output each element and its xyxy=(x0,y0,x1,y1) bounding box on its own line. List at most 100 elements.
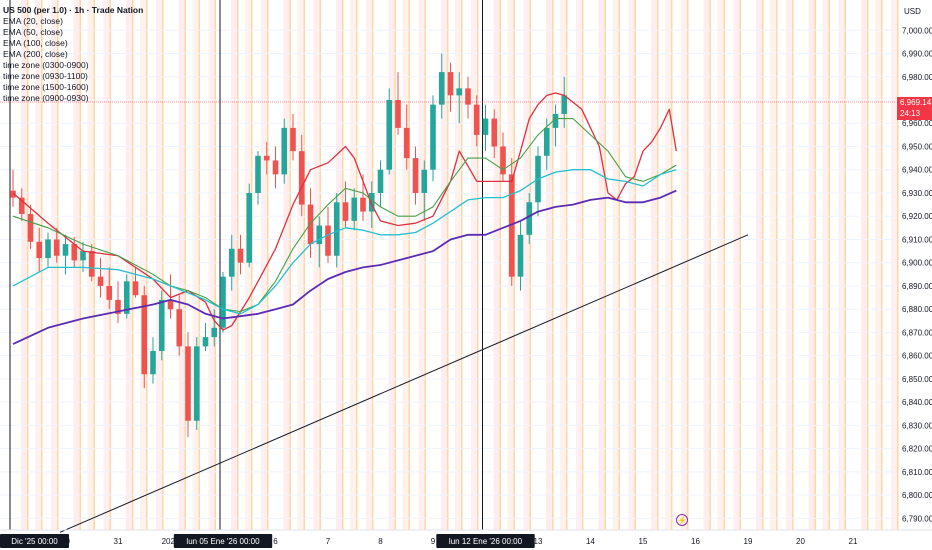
candles[interactable] xyxy=(10,53,568,438)
time-zone-band xyxy=(881,0,883,530)
candle[interactable] xyxy=(386,88,393,175)
candle[interactable] xyxy=(106,267,113,310)
legend-ema100[interactable]: EMA (100, close) xyxy=(3,38,68,48)
candle[interactable] xyxy=(185,332,191,438)
currency-label[interactable]: USD xyxy=(904,7,921,16)
price-tick-label: 6,810.00 xyxy=(902,468,932,477)
candle-body xyxy=(167,299,174,310)
candle-body xyxy=(237,248,244,263)
candle[interactable] xyxy=(10,169,16,207)
candle-body xyxy=(97,276,104,286)
candle[interactable] xyxy=(193,337,200,431)
candle[interactable] xyxy=(535,146,541,217)
legend-ema50[interactable]: EMA (50, close) xyxy=(3,27,63,37)
candle[interactable] xyxy=(438,53,445,119)
candle[interactable] xyxy=(263,141,270,175)
price-tick-label: 6,900.00 xyxy=(902,259,932,268)
legend-timezone-1500[interactable]: time zone (1500-1600) xyxy=(3,82,89,92)
candle[interactable] xyxy=(237,234,244,275)
candle[interactable] xyxy=(290,113,296,161)
candle[interactable] xyxy=(500,132,506,182)
candle[interactable] xyxy=(377,160,384,207)
candle[interactable] xyxy=(403,104,410,170)
candle-body xyxy=(325,225,331,256)
candle[interactable] xyxy=(351,188,358,231)
candle[interactable] xyxy=(202,323,209,352)
candle[interactable] xyxy=(220,272,226,333)
candle[interactable] xyxy=(412,146,419,205)
candle[interactable] xyxy=(132,267,139,298)
time-zone-band xyxy=(21,0,27,530)
candle[interactable] xyxy=(430,95,436,182)
candle[interactable] xyxy=(456,72,463,124)
time-zone-band xyxy=(604,0,606,530)
candle[interactable] xyxy=(508,158,515,286)
candle[interactable] xyxy=(421,160,428,221)
candle[interactable] xyxy=(526,192,533,245)
candle-body xyxy=(123,281,130,314)
time-zone-band xyxy=(146,0,148,530)
candle[interactable] xyxy=(272,146,279,189)
candle[interactable] xyxy=(482,104,489,152)
legend-timezone-0300[interactable]: time zone (0300-0900) xyxy=(3,60,89,70)
candle[interactable] xyxy=(228,234,235,291)
candle[interactable] xyxy=(18,188,25,221)
candle[interactable] xyxy=(316,216,323,268)
candle[interactable] xyxy=(298,134,305,217)
time-zone-band xyxy=(723,0,725,530)
candle[interactable] xyxy=(167,274,174,319)
candle[interactable] xyxy=(465,76,471,119)
candle[interactable] xyxy=(255,151,261,205)
candle[interactable] xyxy=(150,337,156,384)
candle[interactable] xyxy=(281,118,288,184)
candle[interactable] xyxy=(36,227,43,272)
candle[interactable] xyxy=(115,281,121,324)
trendline-segment[interactable] xyxy=(59,234,749,533)
candle[interactable] xyxy=(342,181,349,228)
indicator-legend: US 500 (per 1.0) · 1h · Trade Nation EMA… xyxy=(3,5,143,104)
time-axis[interactable]: Dic '25 00:00 30 31 2026 lun 05 Ene '26 00:0… xyxy=(0,529,932,548)
candle[interactable] xyxy=(45,232,51,268)
candle[interactable] xyxy=(395,72,401,135)
candle[interactable] xyxy=(88,244,95,282)
candle[interactable] xyxy=(27,204,34,249)
candle[interactable] xyxy=(62,234,69,275)
time-zone-band xyxy=(208,0,215,530)
time-tick-label: lun 12 Ene '26 00:00 xyxy=(449,537,523,546)
candle[interactable] xyxy=(473,95,480,147)
candle[interactable] xyxy=(561,76,568,128)
candle[interactable] xyxy=(176,295,183,356)
candle-body xyxy=(62,244,69,256)
legend-ema20[interactable]: EMA (20, close) xyxy=(3,16,63,26)
time-zone-band xyxy=(192,0,199,530)
candle[interactable] xyxy=(246,183,253,268)
candle[interactable] xyxy=(53,227,60,263)
candle-body xyxy=(263,155,270,161)
legend-timezone-0930[interactable]: time zone (0930-1100) xyxy=(3,71,88,81)
candle[interactable] xyxy=(517,220,524,291)
time-zone-band xyxy=(792,0,794,530)
legend-timezone-0900[interactable]: time zone (0900-0930) xyxy=(3,93,89,103)
time-zone-band xyxy=(739,0,741,530)
candle-body xyxy=(526,202,533,235)
symbol-title[interactable]: US 500 (per 1.0) · 1h · Trade Nation xyxy=(3,5,144,15)
candle[interactable] xyxy=(552,104,559,147)
trendline[interactable] xyxy=(59,234,749,533)
candle[interactable] xyxy=(123,274,130,319)
candle[interactable] xyxy=(97,258,104,298)
candle-body xyxy=(246,192,253,263)
candle[interactable] xyxy=(447,62,454,112)
candle[interactable] xyxy=(333,192,340,268)
candle[interactable] xyxy=(141,285,148,389)
time-zone-band xyxy=(560,0,566,530)
time-zone-band xyxy=(140,0,146,530)
time-tick-label: 31 xyxy=(114,537,123,546)
candle[interactable] xyxy=(491,109,498,159)
lightning-icon[interactable]: ⚡ xyxy=(676,514,688,526)
time-zone-band xyxy=(665,0,671,530)
candle[interactable] xyxy=(71,237,78,268)
legend-ema200[interactable]: EMA (200, close) xyxy=(3,49,68,59)
candle-body xyxy=(290,127,296,152)
candle-body xyxy=(386,100,393,170)
